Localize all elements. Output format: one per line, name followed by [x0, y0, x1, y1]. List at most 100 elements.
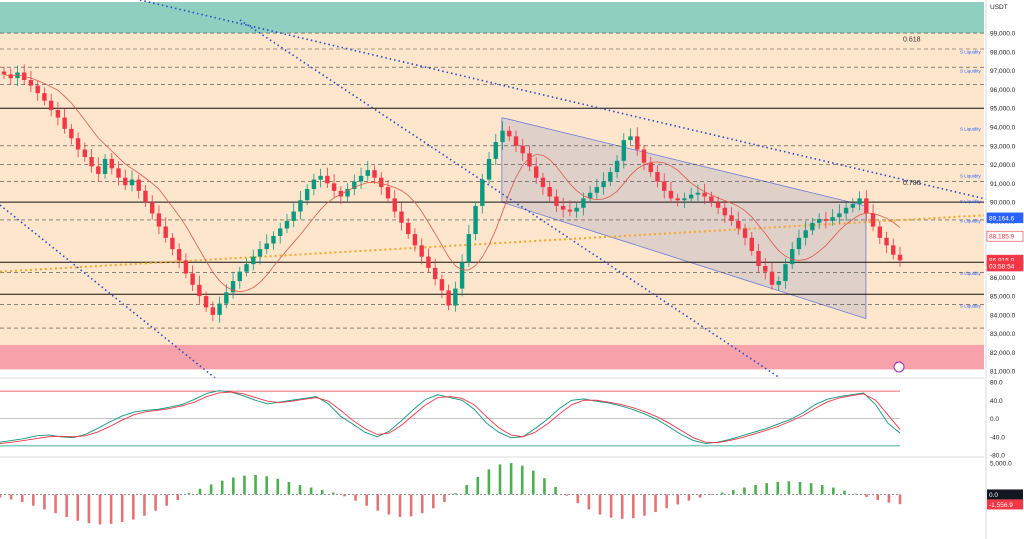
candle-body [318, 175, 323, 180]
candle-body [695, 192, 701, 195]
price-tick: 93,000.0 [990, 143, 1016, 150]
candle-body [331, 183, 337, 191]
candle-body [419, 245, 424, 257]
candle-body [857, 198, 862, 205]
histogram-badge-label: -1,556.9 [989, 502, 1013, 509]
candle-body [884, 237, 889, 246]
candle-body [28, 80, 34, 86]
candle-body [237, 271, 242, 282]
fib-label: 0.618 [903, 36, 921, 43]
candle-body [520, 145, 525, 154]
candle-body [534, 166, 539, 178]
candle-body [709, 196, 714, 203]
price-tick: 86,000.0 [990, 275, 1016, 282]
candle-body [823, 219, 829, 221]
candle-body [850, 204, 856, 208]
candle-body [675, 198, 680, 201]
candle-body [365, 170, 370, 176]
candle-body [763, 266, 768, 272]
candle-body [507, 130, 512, 137]
candle-body [756, 250, 761, 267]
candle-body [540, 177, 546, 188]
candle-body [385, 187, 391, 199]
candle-body [345, 188, 350, 197]
oscillator-tick: 0.0 [990, 416, 999, 423]
oscillator-tick: -40.0 [990, 434, 1005, 441]
candle-body [897, 254, 903, 261]
candle-body [655, 172, 660, 182]
oscillator-fast-line [0, 390, 901, 445]
candle-body [392, 198, 397, 212]
candle-body [742, 228, 748, 238]
candle-body [156, 213, 162, 227]
candle-body [480, 179, 485, 206]
candle-body [358, 175, 364, 182]
candle-body [500, 130, 505, 143]
candle-body [446, 290, 451, 306]
candle-body [372, 170, 377, 178]
oscillator-tick: -80.0 [990, 453, 1005, 460]
candle-body [648, 162, 653, 173]
demand-zone [0, 344, 984, 370]
candle-body [702, 192, 707, 197]
candle-body [224, 292, 229, 304]
candle-body [136, 179, 141, 191]
liquidity-label: S Liquidity [960, 50, 982, 55]
candle-body [1, 71, 7, 75]
candle-body [574, 207, 579, 212]
candle-body [567, 209, 573, 212]
candle-body [601, 181, 606, 188]
price-tick: 99,000.0 [990, 31, 1016, 38]
candle-body [291, 211, 296, 221]
price-tick: 90,000.0 [990, 200, 1016, 207]
candle-body [453, 288, 458, 306]
candle-body [513, 136, 519, 146]
price-badge [986, 230, 1024, 242]
candle-body [55, 110, 61, 118]
price-tick: 96,000.0 [990, 87, 1016, 94]
candle-body [412, 234, 418, 246]
liquidity-label: S Liquidity [960, 304, 982, 309]
liquidity-label: S Liquidity [960, 199, 982, 204]
price-tick: 81,000.0 [990, 369, 1016, 376]
liquidity-label: S Liquidity [960, 127, 982, 132]
lightning-icon [893, 361, 905, 373]
candle-body [102, 158, 108, 174]
candle-body [35, 85, 40, 94]
orange-trend-line [0, 214, 985, 273]
price-badge-label: 03:58:54 [989, 264, 1015, 271]
fib-label: 0.786 [903, 180, 921, 187]
candle-body [628, 136, 633, 141]
candle-body [217, 303, 222, 315]
candle-body [749, 237, 754, 251]
candle-body [325, 175, 330, 184]
candle-body [278, 228, 283, 236]
candle-body [129, 179, 135, 186]
liquidity-label: S Liquidity [960, 271, 982, 276]
candle-body [688, 194, 694, 199]
candle-body [473, 205, 478, 235]
candle-body [123, 177, 128, 186]
candle-body [810, 222, 815, 231]
candle-body [662, 181, 667, 191]
candle-body [96, 166, 101, 174]
candle-body [736, 220, 741, 229]
candle-body [776, 281, 781, 285]
candle-body [581, 198, 586, 208]
histogram-badge [987, 489, 1023, 500]
candle-body [304, 188, 310, 201]
histogram-badge-label: 0.0 [989, 492, 998, 499]
price-tick: 92,000.0 [990, 162, 1016, 169]
candle-body [210, 307, 216, 315]
candle-body [466, 234, 472, 263]
candle-body [608, 172, 613, 182]
candle-body [75, 138, 81, 150]
candle-body [621, 140, 626, 161]
candle-body [816, 219, 822, 223]
oscillator-tick: 40.0 [990, 398, 1003, 405]
candle-body [843, 207, 849, 214]
price-tick: 84,000.0 [990, 312, 1016, 319]
liquidity-label: S Liquidity [960, 68, 982, 73]
candle-body [668, 190, 674, 199]
